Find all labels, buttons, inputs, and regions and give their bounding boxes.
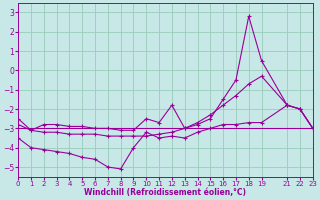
X-axis label: Windchill (Refroidissement éolien,°C): Windchill (Refroidissement éolien,°C)	[84, 188, 246, 197]
